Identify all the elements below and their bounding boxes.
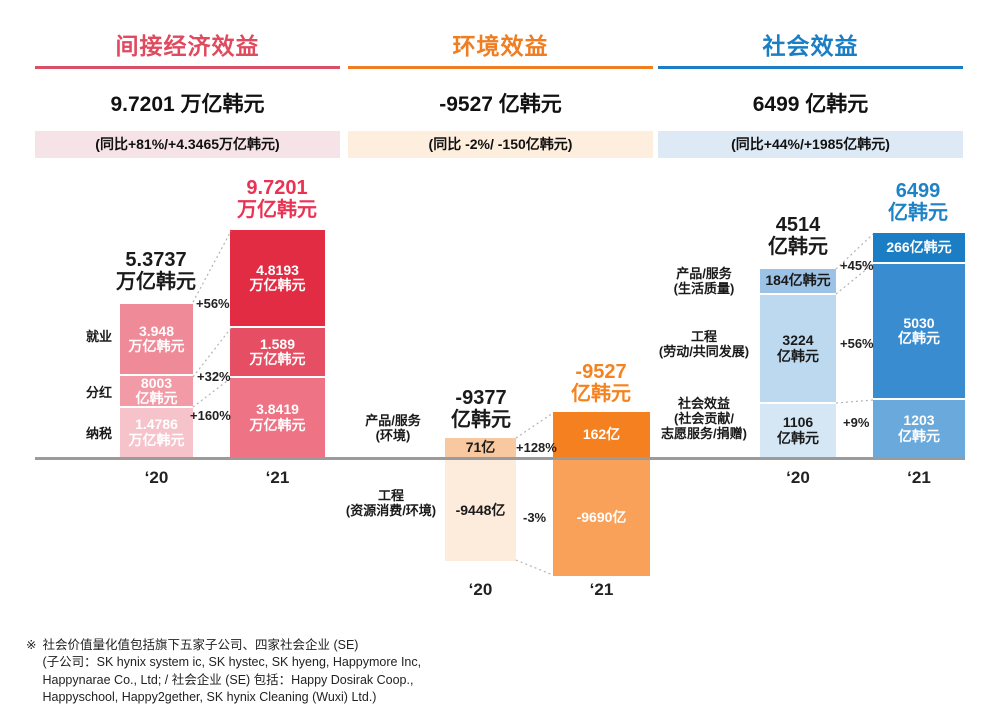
segment-2021-dividend: 1.589 万亿韩元 [230,328,325,376]
year-label-2021-social: ‘21 [907,468,931,487]
row-label-tax: 纳税 [85,426,112,441]
row-label-dividend: 分红 [85,385,112,400]
growth-label-process-env: -3% [523,510,547,525]
year-label-2020-environment: ‘20 [468,580,493,599]
section-total-indirect-economic: 9.7201 万亿韩元 [110,93,265,116]
segment-2021-employment: 4.8193 万亿韩元 [230,230,325,326]
segment-2020-tax: 1.4786 万亿韩元 [120,408,193,457]
growth-label-social-contribution: +9% [843,415,870,430]
section-total-environment: -9527 亿韩元 [439,93,562,116]
growth-label-process-labor: +56% [840,336,874,351]
zero-baseline [35,457,965,460]
year-label-2020-economic: ‘20 [144,468,169,487]
section-underline-social [658,66,963,69]
growth-label-employment: +56% [196,296,230,311]
segment-2021-tax: 3.8419 万亿韩元 [230,378,325,457]
segment-2021-social-contribution: 1203 亿韩元 [873,400,965,457]
section-underline-indirect-economic [35,66,340,69]
segment-2020-dividend: 8003 亿韩元 [120,375,193,406]
segment-2020-process-env: -9448亿 [445,460,516,561]
row-label-process-labor: 工程 (劳动/共同发展) [658,329,750,359]
section-title-social: 社会效益 [762,33,859,59]
segment-2021-product-life: 266亿韩元 [873,233,965,262]
bar-total-2021-environment: -9527 亿韩元 [571,361,631,406]
yoy-badge-indirect-economic: (同比+81%/+4.3465万亿韩元) [35,131,340,158]
bar-total-2020-environment: -9377 亿韩元 [451,387,511,432]
segment-2021-product-env: 162亿 [553,412,650,457]
growth-label-product-life: +45% [840,258,874,273]
segment-2020-employment: 3.948 万亿韩元 [120,304,193,374]
footnote-marker: ※ [26,638,37,652]
row-label-social-contribution: 社会效益 (社会贡献/ 志愿服务/捐赠) [661,396,747,441]
section-title-environment: 环境效益 [452,33,549,59]
segment-2020-product-env: 71亿 [445,438,516,457]
section-title-indirect-economic: 间接经济效益 [115,33,260,59]
growth-label-tax: +160% [190,408,231,423]
growth-label-dividend: +32% [197,369,231,384]
segment-2021-process-labor: 5030 亿韩元 [873,264,965,398]
segment-2020-process-labor: 3224 亿韩元 [760,295,836,402]
yoy-badge-environment: (同比 -2%/ -150亿韩元) [348,131,653,158]
year-label-2020-social: ‘20 [786,468,810,487]
segment-2020-product-life: 184亿韩元 [760,269,836,293]
segment-2021-process-env: -9690亿 [553,460,650,576]
bar-total-2021-economic: 9.7201 万亿韩元 [237,177,317,222]
year-label-2021-environment: ‘21 [589,580,614,599]
bar-total-2020-economic: 5.3737 万亿韩元 [116,249,196,294]
section-underline-environment [348,66,653,69]
row-label-product-service-env: 产品/服务 (环境) [365,413,421,443]
bar-total-2020-social: 4514 亿韩元 [768,214,828,259]
segment-2020-social-contribution: 1106 亿韩元 [760,404,836,457]
row-label-process-env: 工程 (资源消费/环境) [345,488,437,518]
growth-label-product-env: +128% [516,440,557,455]
row-label-employment: 就业 [85,329,112,344]
section-total-social: 6499 亿韩元 [752,93,869,116]
year-label-2021-economic: ‘21 [265,468,290,487]
row-label-product-service-life: 产品/服务 (生活质量) [673,266,735,296]
bar-total-2021-social: 6499 亿韩元 [888,180,948,225]
footnote: ※ 社会价值量化值包括旗下五家子公司、四家社会企业 (SE) (子公司：SK h… [26,637,421,706]
yoy-badge-social: (同比+44%/+1985亿韩元) [658,131,963,158]
footnote-text: 社会价值量化值包括旗下五家子公司、四家社会企业 (SE) (子公司：SK hyn… [42,638,422,704]
